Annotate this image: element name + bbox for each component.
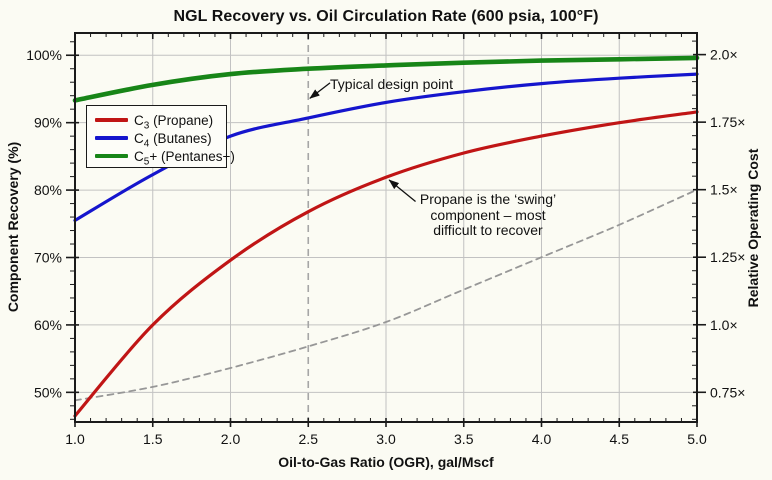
y-left-tick-label: 60% (34, 317, 62, 333)
x-tick-label: 3.5 (454, 431, 474, 447)
y-left-tick-label: 50% (34, 384, 62, 400)
y-right-tick-label: 2.0× (710, 47, 738, 63)
x-tick-label: 4.0 (532, 431, 552, 447)
legend-label-c5-pentanes: C5+ (Pentanes+) (134, 148, 235, 168)
legend-swatch-c3-propane (95, 118, 128, 122)
annotation-arrow-design-point (309, 82, 331, 99)
legend-label-c4-butanes: C4 (Butanes) (134, 130, 212, 150)
x-axis-title: Oil-to-Gas Ratio (OGR), gal/Mscf (278, 454, 494, 470)
x-tick-label: 3.0 (376, 431, 396, 447)
y-left-tick-label: 80% (34, 182, 62, 198)
y-left-tick-label: 70% (34, 250, 62, 266)
legend-item-c3-propane: C3 (Propane) (95, 111, 226, 132)
x-tick-label: 1.5 (143, 431, 163, 447)
series-relative-operating-cost (74, 188, 698, 402)
legend-swatch-c4-butanes (95, 136, 128, 140)
annotation-swing-component: Propane is the ‘swing’ component – most … (393, 191, 583, 239)
series-c5-pentanes (72, 55, 700, 103)
legend-item-c5-pentanes: C5+ (Pentanes+) (95, 147, 235, 167)
chart-title: NGL Recovery vs. Oil Circulation Rate (6… (173, 8, 599, 25)
y-left-tick-label: 90% (34, 115, 62, 131)
legend-item-c4-butanes: C4 (Butanes) (95, 129, 226, 150)
legend-label-c3-propane: C3 (Propane) (134, 112, 214, 132)
x-tick-label: 1.0 (65, 431, 85, 447)
annotation-swing-line-3: difficult to recover (433, 222, 543, 238)
left-axis-title: Component Recovery (%) (5, 141, 21, 313)
annotation-arrow-swing-component (388, 179, 416, 203)
y-right-tick-label: 1.75× (710, 114, 745, 130)
annotation-design-point: Typical design point (330, 76, 453, 92)
x-tick-label: 4.5 (610, 431, 630, 447)
y-left-tick-label: 100% (26, 47, 62, 63)
y-right-tick-label: 1.25× (710, 249, 745, 265)
legend-swatch-c5-pentanes (95, 153, 128, 159)
y-right-tick-label: 1.0× (710, 317, 738, 333)
y-right-tick-label: 1.5× (710, 182, 738, 198)
series-c3-propane (73, 110, 699, 418)
x-tick-label: 2.0 (221, 431, 241, 447)
right-axis-title: Relative Operating Cost (745, 148, 761, 308)
annotation-swing-line-2: component – most (430, 206, 546, 223)
annotation-swing-line-1: Propane is the ‘swing’ (419, 191, 557, 207)
x-tick-label: 5.0 (687, 431, 707, 447)
legend: C3 (Propane) C4 (Butanes) C5+ (Pentanes+… (86, 105, 235, 168)
y-right-tick-label: 0.75× (710, 384, 745, 400)
x-tick-label: 2.5 (299, 431, 319, 447)
